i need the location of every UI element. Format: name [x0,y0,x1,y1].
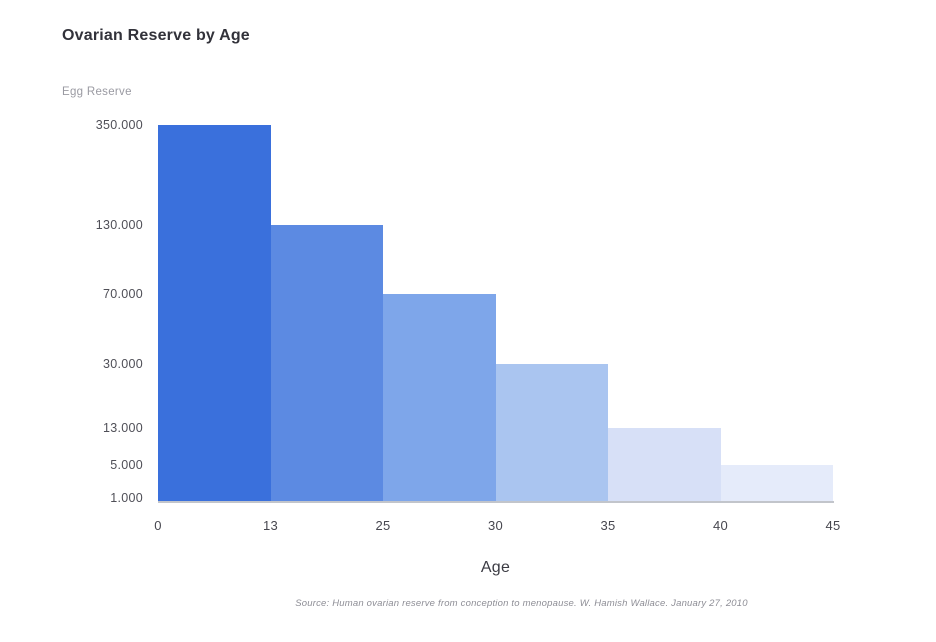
x-tick-label: 13 [262,518,279,533]
y-tick-label: 5.000 [110,458,143,473]
y-axis-title: Egg Reserve [62,86,132,98]
y-tick-label: 130.000 [95,217,143,232]
bar-age-13-25 [270,224,383,502]
x-tick-label: 35 [600,518,616,533]
bar-age-40-45 [720,465,833,502]
x-tick-label: 40 [712,518,729,533]
bar-age-35-40 [608,428,721,502]
x-axis-line [158,501,834,503]
plot-area [158,125,833,502]
chart-title: Ovarian Reserve by Age [62,27,250,44]
y-tick-label: 70.000 [102,286,143,301]
x-tick-label: 0 [154,518,162,533]
x-axis-tick-labels: 0 13 25 30 35 40 45 [154,518,840,534]
bar-age-25-30 [383,293,496,502]
bar-age-0-13 [158,125,271,502]
x-tick-label: 30 [487,518,504,533]
x-tick-label: 25 [375,518,391,533]
y-axis-tick-labels: 350.000 130.000 70.000 30.000 13.000 5.000 1.0… [58,118,143,505]
y-tick-label: 30.000 [102,357,143,372]
x-tick-label: 45 [825,518,841,533]
source-note: Source: Human ovarian reserve from conce… [295,598,748,609]
y-tick-label: 13.000 [102,421,143,436]
x-axis-title: Age [480,559,511,576]
bar-age-30-35 [495,364,608,502]
y-tick-label: 350.000 [95,118,143,132]
y-tick-label: 1.000 [110,491,143,506]
